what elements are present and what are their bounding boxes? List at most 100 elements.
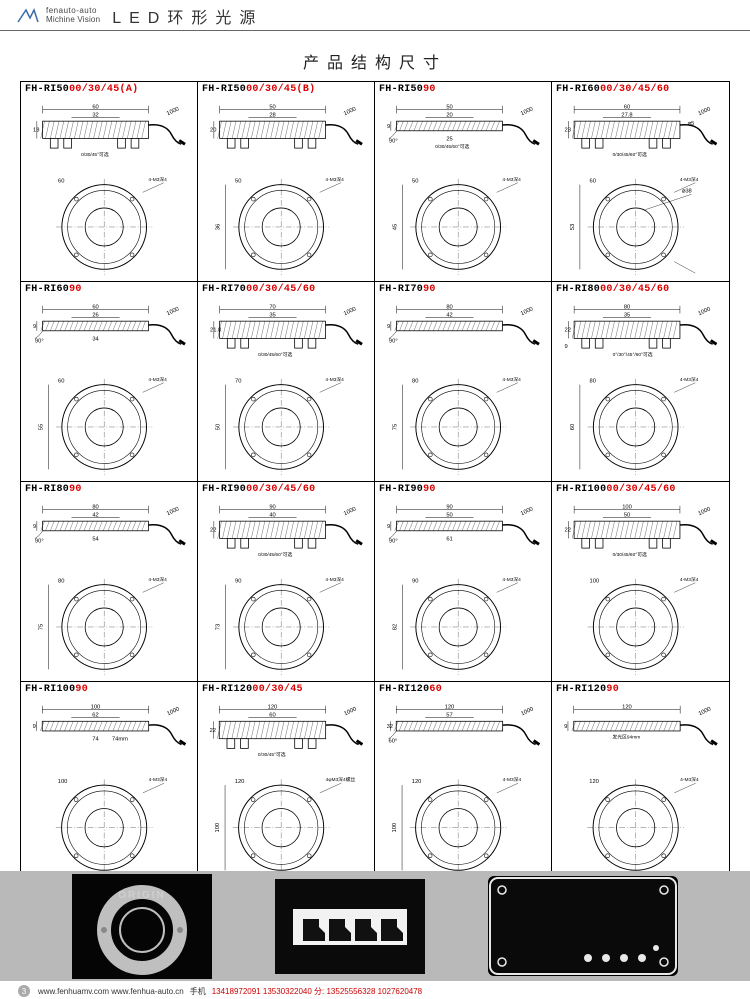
svg-text:62: 62	[92, 712, 98, 718]
model-number: FH-RI5090	[379, 84, 547, 95]
svg-text:4-M3深4: 4-M3深4	[680, 776, 699, 783]
model-number: FH-RI10090	[25, 684, 193, 695]
svg-text:120: 120	[412, 779, 422, 785]
svg-text:0/30/45°可选: 0/30/45°可选	[258, 751, 286, 758]
svg-text:32: 32	[92, 112, 98, 118]
svg-text:90°: 90°	[389, 538, 398, 544]
svg-text:90°: 90°	[389, 338, 398, 344]
svg-text:1000: 1000	[166, 506, 180, 517]
svg-text:9: 9	[33, 724, 36, 730]
svg-text:54: 54	[92, 536, 99, 542]
dimension-diagram: 804254990°100075804-M3深4	[25, 500, 193, 677]
svg-text:90°: 90°	[35, 538, 44, 544]
svg-text:74: 74	[92, 737, 99, 743]
dimension-diagram: 12091000发光区94mm1204-M3深4P.C.D.115	[556, 700, 725, 878]
svg-text:1000: 1000	[697, 306, 711, 317]
svg-text:0/30/45/60°可选: 0/30/45/60°可选	[435, 143, 469, 150]
svg-text:120: 120	[589, 779, 599, 785]
product-photo-3	[488, 876, 678, 976]
svg-text:50: 50	[235, 179, 241, 185]
page-number: 3	[18, 985, 30, 997]
svg-text:9: 9	[387, 124, 390, 130]
dimension-diagram: 803522910000°/30°/45°/60°可选60804-M3深4	[556, 300, 725, 477]
svg-text:60: 60	[590, 179, 596, 185]
svg-text:53: 53	[570, 224, 576, 230]
dimension-diagram: 905061990°100082904-M3深4	[379, 500, 547, 677]
svg-text:57: 57	[446, 712, 452, 718]
svg-text:35: 35	[624, 312, 630, 318]
footer-bar: 3 www.fenhuamv.com www.fenhua-auto.cn 手机…	[0, 983, 750, 999]
dimension-diagram: 502025990°10000/30/45/60°可选45504-M3深4	[379, 100, 547, 277]
svg-text:1000: 1000	[166, 706, 180, 717]
svg-text:100: 100	[58, 779, 68, 785]
svg-text:90: 90	[446, 505, 452, 511]
svg-text:42: 42	[446, 312, 452, 318]
svg-text:发光区94mm: 发光区94mm	[612, 734, 640, 741]
spec-cell: FH-RI8000/30/45/60803522910000°/30°/45°/…	[552, 282, 729, 482]
model-number: FH-RI9090	[379, 484, 547, 495]
svg-text:0/30/45°可选: 0/30/45°可选	[81, 151, 109, 158]
footer-photo-strip: ORIGIN	[0, 871, 750, 981]
svg-text:90°: 90°	[389, 138, 398, 144]
svg-text:1000: 1000	[343, 306, 357, 317]
dimension-diagram: 120573260°10001001204-M3深4	[379, 700, 547, 878]
svg-text:22: 22	[210, 528, 216, 534]
model-number: FH-RI12060	[379, 684, 547, 695]
svg-text:27.8: 27.8	[621, 112, 632, 118]
svg-text:0/30/45/60°可选: 0/30/45/60°可选	[613, 551, 647, 558]
svg-text:50: 50	[269, 105, 275, 111]
svg-text:4-M3深4: 4-M3深4	[503, 776, 522, 783]
svg-text:74mm: 74mm	[112, 737, 128, 743]
svg-text:4-M3深4: 4-M3深4	[148, 576, 167, 583]
dimension-diagram: 100502210000/30/45/60°可选1004-M3深4	[556, 500, 725, 677]
svg-text:100: 100	[590, 579, 600, 585]
brand-line2: Michine Vision	[46, 16, 100, 25]
svg-text:55: 55	[39, 424, 45, 430]
footer-phone-label: 手机	[190, 986, 206, 997]
svg-text:4-M3深4: 4-M3深4	[502, 576, 521, 583]
dimension-diagram: 120602210000/30/45°可选1001204φM3深4螺丝	[202, 700, 370, 878]
spec-cell: FH-RI6000/30/45/606027.82310000/30/45/60…	[552, 82, 729, 282]
svg-text:75: 75	[393, 424, 399, 430]
footer-sites: www.fenhuamv.com www.fenhua-auto.cn	[38, 987, 184, 996]
svg-text:0°/30°/45°/60°可选: 0°/30°/45°/60°可选	[613, 351, 653, 358]
svg-text:4-M3深4: 4-M3深4	[502, 176, 521, 183]
footer-phones: 13418972091 13530322040 分: 13525556328 1…	[212, 986, 422, 997]
svg-text:4-M3深4: 4-M3深4	[325, 576, 344, 583]
spec-cell: FH-RI9090905061990°100082904-M3深4	[375, 482, 552, 682]
svg-text:ORIGIN: ORIGIN	[118, 890, 166, 901]
model-number: FH-RI8000/30/45/60	[556, 284, 725, 295]
svg-text:40: 40	[269, 512, 275, 518]
dimension-diagram: 602634990°100055604-M3深4	[25, 300, 193, 477]
svg-text:4-M3深4: 4-M3深4	[325, 376, 344, 383]
model-number: FH-RI12000/30/45	[202, 684, 370, 695]
brand-text: fenauto-auto Michine Vision	[46, 7, 100, 25]
svg-text:100: 100	[392, 823, 398, 833]
svg-text:1000: 1000	[520, 106, 534, 117]
svg-text:4-M3深4: 4-M3深4	[680, 176, 699, 183]
svg-text:26: 26	[92, 312, 98, 318]
dimension-diagram: 60321810000/30/45°可选604-M3深4	[25, 100, 193, 277]
spec-cell: FH-RI12060120573260°10001001204-M3深4	[375, 682, 552, 882]
svg-text:1000: 1000	[697, 506, 711, 517]
svg-text:4-M3深4: 4-M3深4	[148, 376, 167, 383]
svg-text:60: 60	[269, 712, 275, 718]
svg-text:120: 120	[235, 779, 245, 785]
model-number: FH-RI5000/30/45(B)	[202, 84, 370, 95]
svg-text:4-M3深4: 4-M3深4	[680, 576, 699, 583]
spec-grid: FH-RI5000/30/45(A)60321810000/30/45°可选60…	[20, 81, 730, 883]
svg-text:42: 42	[92, 512, 98, 518]
svg-text:1000: 1000	[166, 106, 180, 117]
svg-text:50: 50	[216, 424, 222, 430]
svg-text:⌀5: ⌀5	[688, 121, 695, 127]
svg-text:0/30/45/60°可选: 0/30/45/60°可选	[258, 351, 292, 358]
svg-text:120: 120	[622, 705, 632, 711]
svg-text:100: 100	[622, 505, 632, 511]
spec-cell: FH-RI9000/30/45/6090402210000/30/45/60°可…	[198, 482, 375, 682]
svg-text:20: 20	[446, 112, 452, 118]
svg-text:90: 90	[269, 505, 275, 511]
svg-text:28: 28	[269, 112, 275, 118]
spec-cell: FH-RI5000/30/45(A)60321810000/30/45°可选60…	[21, 82, 198, 282]
spec-cell: FH-RI6090602634990°100055604-M3深4	[21, 282, 198, 482]
model-number: FH-RI5000/30/45(A)	[25, 84, 193, 95]
